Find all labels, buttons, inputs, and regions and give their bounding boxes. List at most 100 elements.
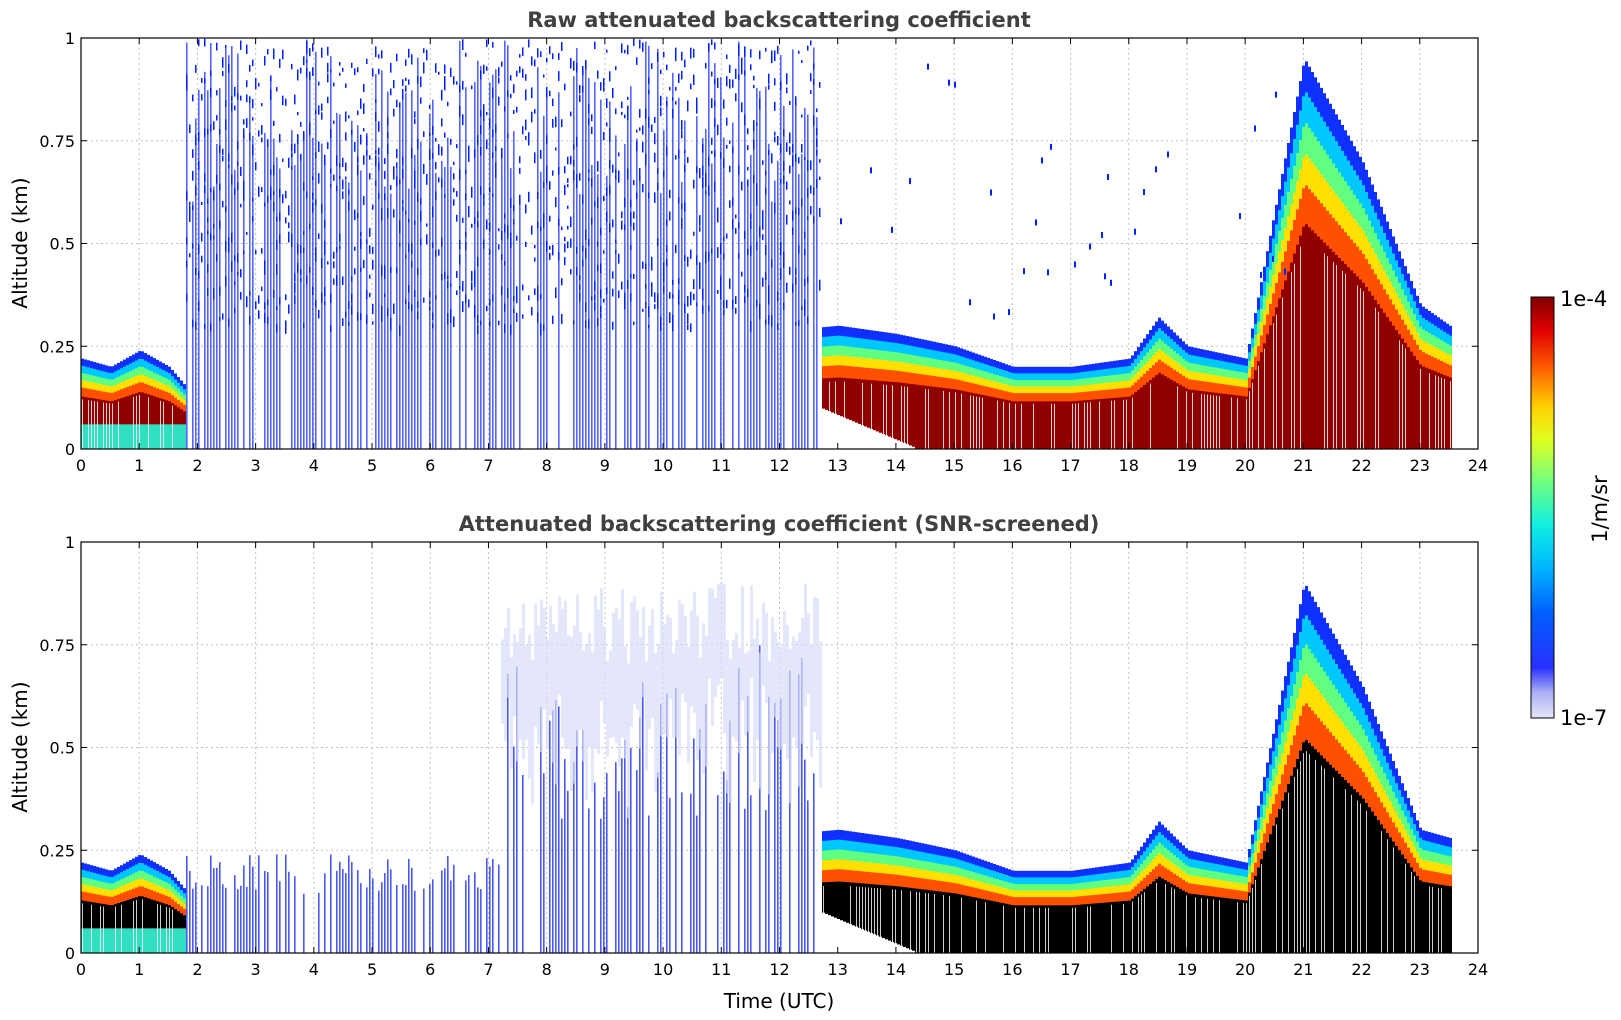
aerosol-cell (1419, 314, 1422, 328)
aerosol-cell (933, 871, 936, 882)
aerosol-cell (1068, 897, 1071, 907)
aerosol-cell (1182, 349, 1185, 360)
noise-speck (255, 77, 257, 87)
aerosol-cell (1146, 334, 1149, 345)
noise-speck (339, 233, 341, 242)
noise-speck (561, 42, 563, 51)
aerosol-cell (1050, 877, 1053, 885)
aerosol-cell (1185, 848, 1188, 858)
aerosol-cell (1365, 777, 1368, 804)
aerosol-cell (1191, 883, 1194, 895)
aerosol-cell (1353, 273, 1356, 449)
aerosol-cell (1308, 620, 1311, 651)
aerosol-cell (171, 388, 174, 397)
aerosol-cell (1053, 366, 1056, 375)
aerosol-cell (1188, 875, 1191, 885)
aerosol-cell (1215, 879, 1218, 889)
aerosol-cell (1362, 686, 1365, 710)
aerosol-cell (168, 386, 171, 394)
aerosol-cell (1398, 314, 1401, 336)
aerosol-cell (933, 845, 936, 856)
aerosol-cell (1167, 336, 1170, 348)
aerosol-cell (918, 373, 921, 386)
aerosol-cell (837, 849, 840, 861)
aerosol-cell (1263, 295, 1266, 312)
aerosol-cell (1080, 876, 1083, 884)
aerosol-cell (1236, 868, 1239, 877)
aerosol-cell (1161, 320, 1164, 332)
aerosol-cell (1449, 355, 1452, 367)
aerosol-cell (1182, 890, 1185, 953)
aerosol-cell (1320, 203, 1323, 241)
aerosol-cell (900, 362, 903, 373)
aerosol-cell (861, 861, 864, 873)
aerosol-cell (867, 358, 870, 369)
aerosol-cell (1335, 739, 1338, 772)
noise-speck (720, 275, 722, 284)
aerosol-cell (156, 878, 159, 887)
gap-line (1075, 907, 1076, 953)
noise-speck (411, 147, 413, 159)
gap-line (955, 392, 956, 449)
noise-speck (324, 240, 326, 250)
aerosol-cell (114, 875, 117, 884)
noise-column (648, 815, 650, 953)
noise-speck (201, 94, 203, 101)
aerosol-cell (1008, 365, 1011, 373)
noise-speck (336, 247, 338, 253)
aerosol-cell (1329, 706, 1332, 734)
aerosol-cell (1155, 845, 1158, 858)
noise-speck (762, 216, 764, 223)
noise-speck (285, 294, 287, 301)
noise-speck (1089, 243, 1091, 250)
gap-line (1126, 399, 1127, 449)
aerosol-cell (1038, 379, 1041, 388)
aerosol-cell (1383, 738, 1386, 757)
noise-column (750, 795, 752, 953)
noise-speck (282, 49, 284, 57)
noise-speck (387, 143, 389, 151)
aerosol-cell (912, 346, 915, 357)
aerosol-cell (1287, 191, 1290, 218)
aerosol-cell (906, 867, 909, 878)
aerosol-cell (888, 332, 891, 344)
gap-line (895, 889, 896, 953)
noise-speck (573, 144, 575, 150)
gap-line (1171, 887, 1172, 953)
noise-speck (618, 170, 620, 181)
aerosol-cell (846, 840, 849, 852)
aerosol-cell (1407, 301, 1410, 317)
aerosol-cell (1167, 840, 1170, 852)
aerosol-cell (1272, 293, 1275, 318)
noise-speck (693, 48, 695, 58)
aerosol-cell (1323, 93, 1326, 123)
noise-column (519, 195, 521, 449)
noise-speck (738, 165, 740, 175)
aerosol-cell (1026, 897, 1029, 907)
aerosol-cell (1311, 102, 1314, 134)
aerosol-cell (840, 881, 843, 953)
aerosol-cell (1365, 236, 1368, 261)
aerosol-cell (1077, 372, 1080, 381)
aerosol-cell (1293, 165, 1296, 194)
aerosol-cell (987, 891, 990, 902)
noise-speck (264, 302, 266, 310)
aerosol-cell (1431, 334, 1434, 347)
aerosol-cell (945, 344, 948, 354)
aerosol-cell (1110, 872, 1113, 881)
noise-speck (726, 299, 728, 309)
noise-speck (636, 192, 638, 199)
aerosol-cell (897, 838, 900, 849)
noise-speck (819, 159, 821, 163)
aerosol-cell (918, 877, 921, 890)
aerosol-cell (1275, 738, 1278, 758)
noise-speck (729, 165, 731, 173)
aerosol-cell (1167, 377, 1170, 449)
aerosol-cell (1326, 98, 1329, 128)
x-tick-label: 9 (600, 456, 610, 475)
noise-column (729, 720, 731, 953)
faint-column (798, 632, 801, 787)
noise-column (792, 49, 794, 449)
noise-column (450, 166, 452, 449)
noise-speck (234, 307, 236, 314)
